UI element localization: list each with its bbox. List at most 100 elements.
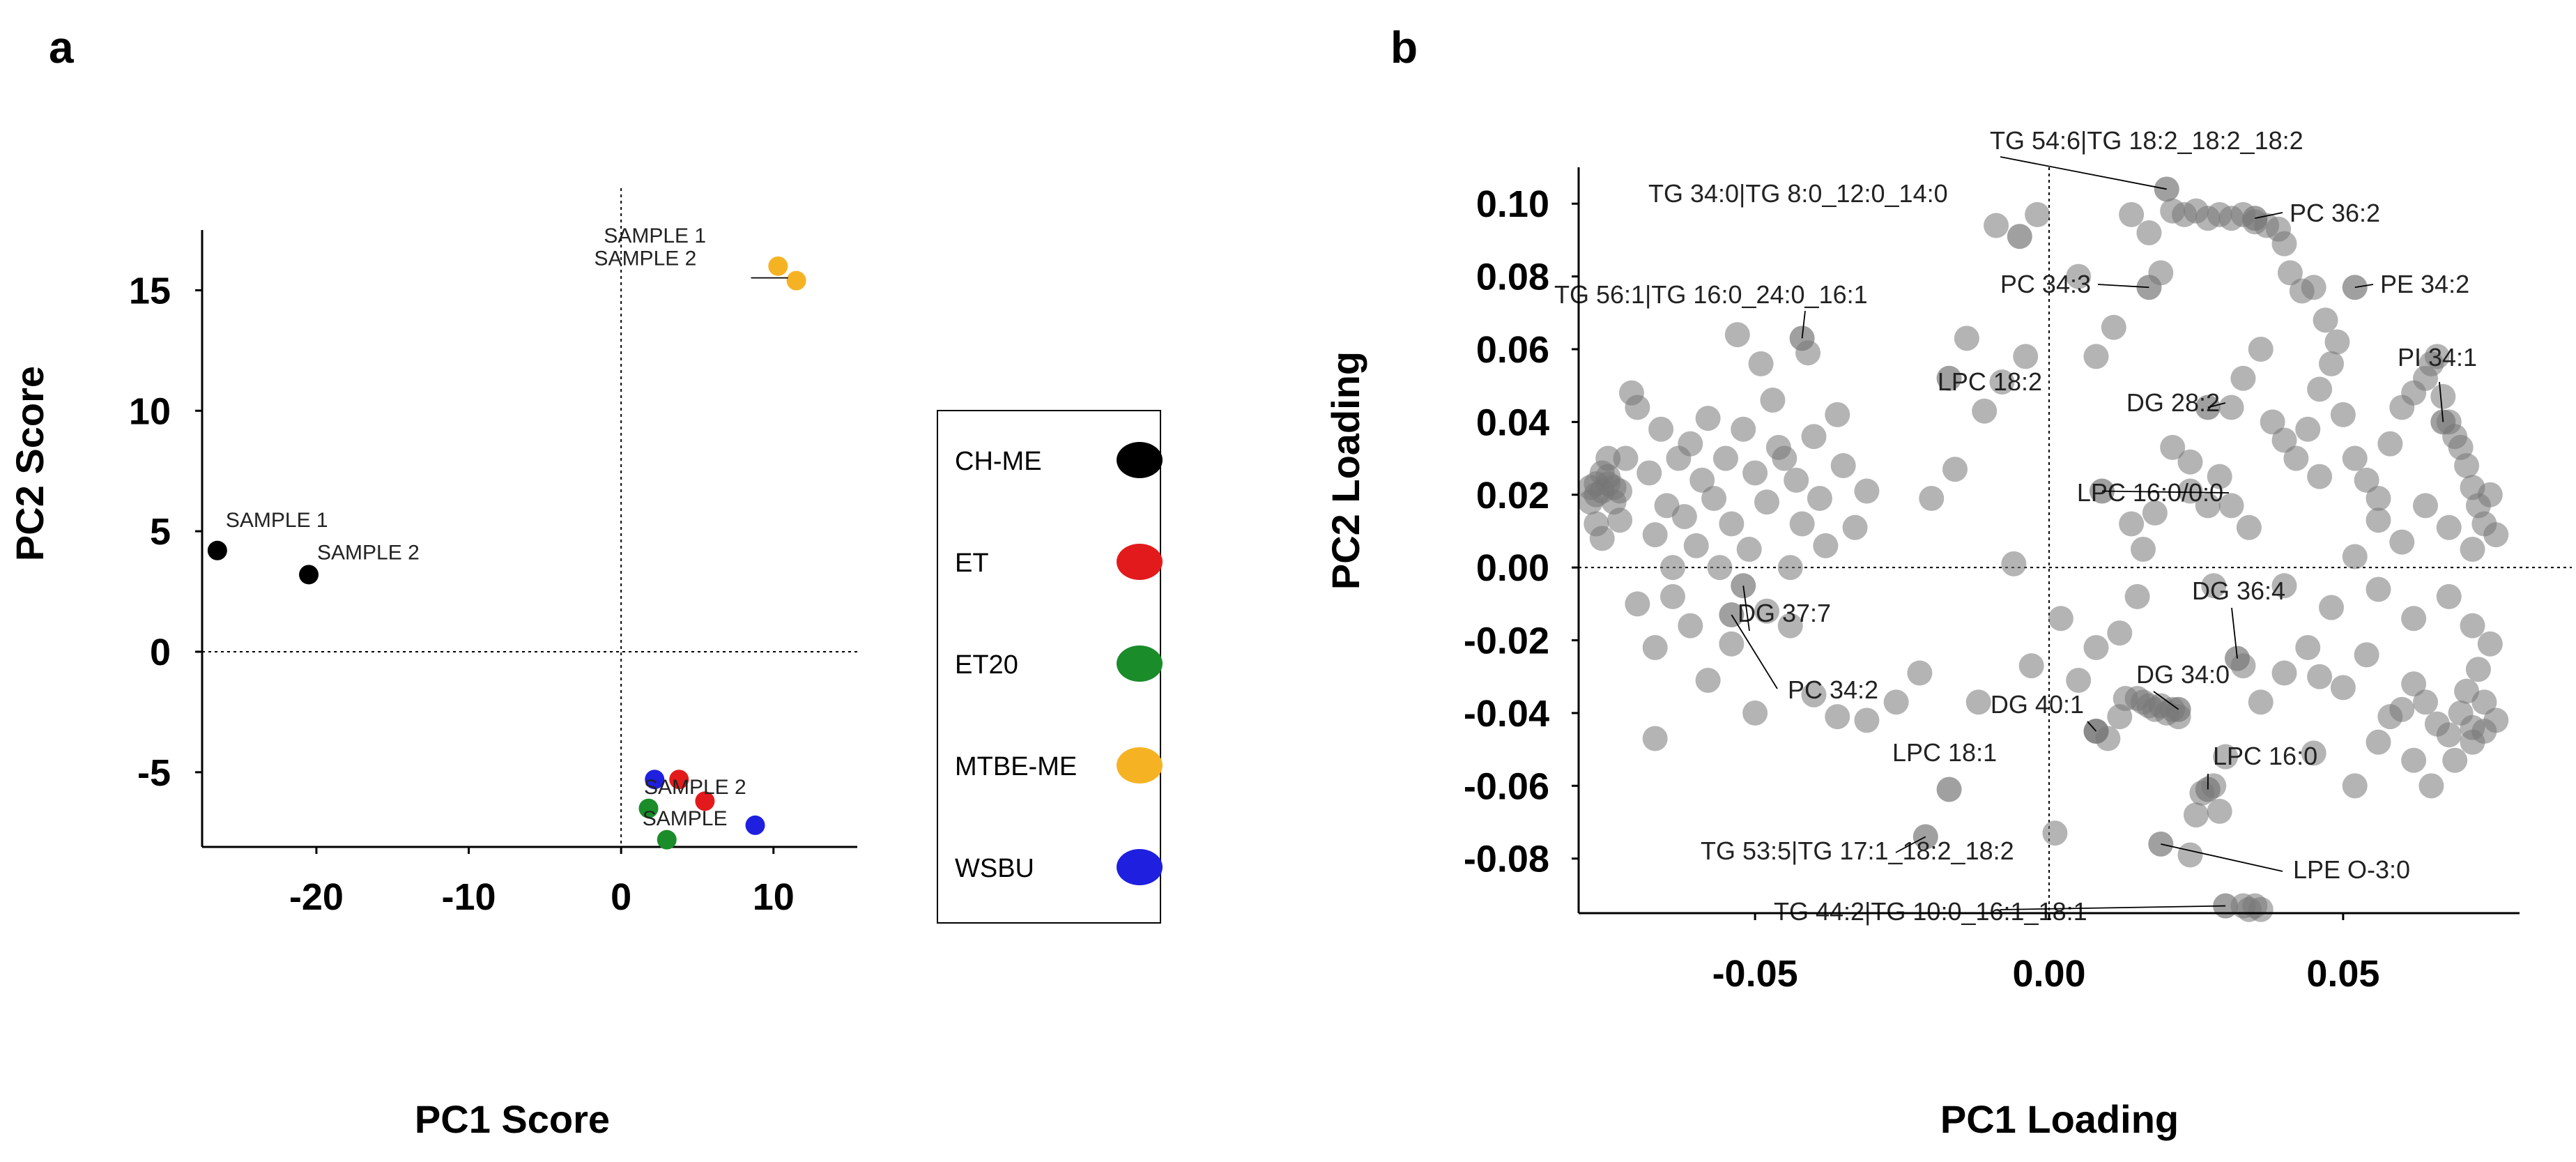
loading-point — [2107, 704, 2133, 730]
loading-point — [1789, 511, 1815, 537]
y-tick-label: 5 — [150, 511, 171, 553]
loading-point — [2271, 231, 2297, 257]
loading-point — [1636, 460, 1662, 486]
panel-a-axes — [201, 230, 857, 848]
loading-point — [2195, 493, 2221, 519]
leader-line — [2439, 381, 2444, 422]
loading-point — [1625, 591, 1650, 617]
loading-point — [2283, 445, 2309, 471]
loading-point — [1801, 424, 1827, 450]
loading-point — [2201, 573, 2227, 599]
panel-a-zero-lines — [202, 188, 857, 847]
y-tick-label: 15 — [129, 270, 171, 312]
leader-line — [2161, 843, 2283, 872]
loading-point — [1954, 326, 1979, 351]
loading-point — [2477, 631, 2503, 657]
loading-label: PE 34:2 — [2380, 270, 2469, 298]
loading-point — [1919, 485, 1945, 511]
loading-point — [2248, 336, 2274, 362]
loading-point — [1595, 445, 1621, 471]
loading-point — [2131, 537, 2156, 563]
loading-point — [2366, 485, 2391, 511]
loading-point — [1754, 598, 1779, 624]
legend-label-ch-me: CH-ME — [955, 447, 1042, 476]
loading-point — [1707, 555, 1733, 581]
x-tick-label: -0.05 — [1712, 953, 1798, 995]
y-tick-label: 0 — [150, 632, 171, 673]
loading-point — [1989, 369, 2015, 395]
loading-point — [2424, 711, 2450, 737]
loading-point — [2442, 747, 2468, 773]
loading-point — [2248, 896, 2274, 922]
loading-point — [2119, 201, 2145, 227]
loading-point — [2324, 329, 2350, 355]
loading-label: LPC 18:1 — [1892, 738, 1997, 767]
y-tick-label: -0.08 — [1464, 839, 1549, 880]
loading-point — [2418, 773, 2444, 799]
loading-point — [1577, 489, 1603, 515]
loading-label: TG 44:2|TG 10:0_16:1_18:1 — [1774, 897, 2087, 926]
loading-point — [2107, 620, 2133, 646]
leader-line — [2255, 212, 2283, 219]
leader-line — [1801, 310, 1806, 339]
loading-label: PC 34:2 — [1788, 675, 1878, 704]
data-point-wsbu — [745, 815, 765, 835]
loading-point — [1678, 431, 1703, 457]
loading-label: DG 40:1 — [1991, 690, 2084, 719]
leader-line — [2354, 284, 2374, 289]
loading-point — [1807, 485, 1832, 511]
panel-b-y-axis-title: PC2 Loading — [1324, 351, 1367, 590]
y-tick-label: -0.02 — [1464, 620, 1549, 662]
loading-point — [1695, 667, 1721, 693]
data-point-et20 — [638, 798, 659, 818]
legend-marker-et20 — [1117, 645, 1163, 682]
loading-label: DG 34:0 — [2136, 660, 2230, 689]
loading-point — [2448, 700, 2474, 726]
loading-point — [2136, 220, 2162, 245]
loading-point — [1842, 514, 1868, 540]
x-tick-label: -20 — [289, 876, 344, 918]
y-tick-label: 10 — [129, 390, 171, 432]
loading-point — [1712, 445, 1738, 471]
loading-point — [2119, 511, 2145, 537]
legend-label-et: ET — [955, 549, 989, 578]
loading-point — [2319, 351, 2344, 376]
loading-label: PI 34:1 — [2398, 343, 2477, 372]
loading-point — [2177, 449, 2203, 475]
panel-b-x-axis-title: PC1 Loading — [1940, 1097, 2179, 1141]
loading-point — [1724, 322, 1750, 348]
loading-point — [2366, 729, 2391, 755]
x-tick-label: -10 — [442, 876, 496, 918]
loading-point — [1972, 398, 1998, 424]
loading-label: TG 54:6|TG 18:2_18:2_18:2 — [1990, 126, 2303, 155]
y-tick-label: 0.08 — [1476, 257, 1549, 298]
loading-point — [2271, 573, 2297, 599]
loading-point — [2424, 344, 2450, 369]
loading-point — [2048, 606, 2073, 632]
loading-point — [1754, 489, 1779, 515]
loading-point — [1642, 634, 1668, 660]
labeled-loading-point — [1936, 365, 1962, 391]
loading-point — [2142, 500, 2168, 526]
loading-point — [2101, 314, 2126, 340]
panel-a-x-ticks: -20 -10 0 10 — [289, 847, 795, 918]
loading-point — [2177, 842, 2203, 868]
panel-b-loading-plot: TG 54:6|TG 18:2_18:2_18:2 TG 34:0|TG 8:0_… — [1324, 126, 2572, 1141]
y-tick-label: 0.04 — [1476, 402, 1549, 443]
x-tick-label: 10 — [753, 876, 795, 918]
loading-point — [2477, 482, 2503, 507]
loading-point — [2295, 416, 2321, 442]
loading-point — [2248, 689, 2274, 715]
loading-point — [2401, 671, 2427, 697]
data-point-et — [695, 791, 715, 811]
loading-point — [1777, 613, 1803, 639]
loading-point — [1671, 504, 1697, 530]
loading-point — [1642, 726, 1668, 751]
legend-label-et20: ET20 — [955, 650, 1018, 680]
loading-point — [1748, 351, 1774, 376]
legend-marker-wsbu — [1117, 849, 1163, 885]
legend-marker-mtbe-me — [1117, 747, 1163, 783]
leader-line — [1731, 614, 1778, 689]
loading-point — [1825, 704, 1850, 730]
